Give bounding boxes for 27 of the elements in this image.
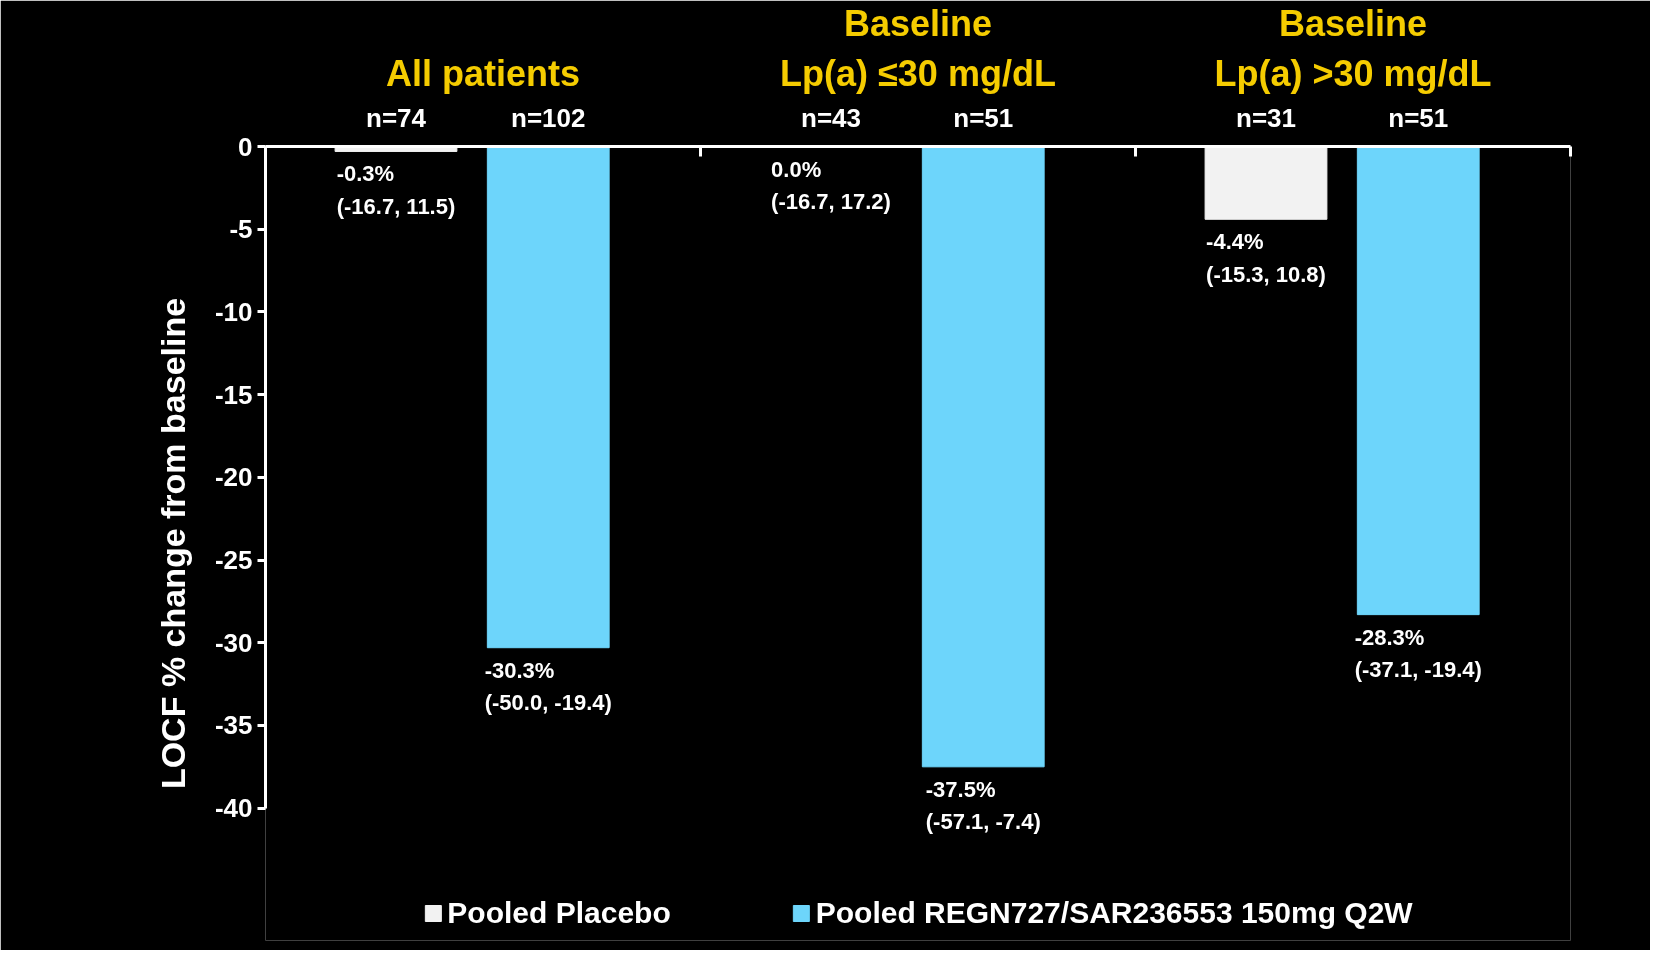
legend-label: Pooled Placebo [447, 896, 671, 930]
text: n=43 [801, 102, 862, 133]
text: n=102 [511, 102, 586, 133]
data-label: -37.5% (-57.1, -7.4) [925, 776, 1041, 835]
legend-label: Pooled REGN727/SAR236553 150mg Q2W [815, 896, 1413, 930]
y-tick-label: -15 [214, 379, 253, 410]
y-tick-label: -20 [214, 462, 253, 493]
data-label: 0.0% (-16.7, 17.2) [771, 156, 891, 214]
y-tick-label: -25 [214, 545, 253, 576]
y-tick-label: -10 [214, 296, 253, 327]
y-tick-label: 0 [238, 131, 253, 162]
x-tick-label: Baseline Lp(a) >30 mg/dL [1214, 3, 1492, 94]
text: n=51 [953, 102, 1014, 133]
data-label: -30.3% (-50.0, -19.4) [484, 657, 612, 716]
text: n=51 [1388, 102, 1449, 133]
y-tick-label: -40 [214, 793, 253, 824]
y-tick-label: -35 [214, 710, 253, 741]
text: n=74 [366, 102, 427, 133]
data-label: -28.3% (-37.1, -19.4) [1354, 624, 1482, 683]
y-axis-title: LOCF % change from baseline [153, 297, 192, 790]
y-tick-label: -5 [229, 214, 253, 245]
data-label: -4.4% (-15.3, 10.8) [1206, 229, 1326, 287]
data-label: -0.3% (-16.7, 11.5) [336, 161, 456, 219]
text: n=31 [1236, 102, 1297, 133]
x-tick-label: All patients [385, 52, 581, 94]
x-tick-label: Baseline Lp(a) ≤30 mg/dL [780, 3, 1056, 94]
y-tick-label: -30 [214, 627, 253, 658]
